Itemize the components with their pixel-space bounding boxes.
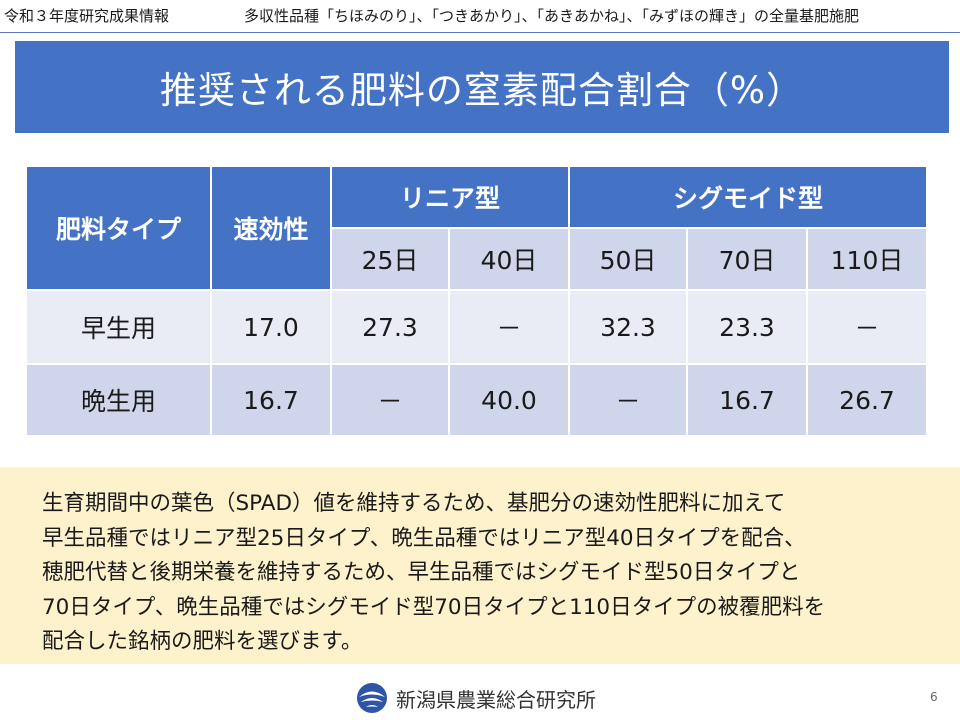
fertilizer-ratio-table: 肥料タイプ 速効性 リニア型 シグモイド型 25日 40日 50日 70日 11…: [25, 165, 929, 437]
row-label-early: 早生用: [25, 289, 212, 365]
header-fertilizer-type: 肥料タイプ: [25, 165, 212, 291]
subheader-40-days: 40日: [447, 227, 571, 291]
cell-value: －: [806, 289, 929, 365]
report-topic-label: 多収性品種「ちほみのり」、「つきあかり」、「あきあかね」、「みずほの輝き」の全量…: [244, 7, 860, 25]
cell-value: －: [330, 363, 450, 437]
note-line: 早生品種ではリニア型25日タイプ、晩生品種ではリニア型40日タイプを配合、: [42, 525, 806, 551]
subheader-25-days: 25日: [330, 227, 450, 291]
cell-value: －: [447, 289, 571, 365]
slide-header: 令和３年度研究成果情報 多収性品種「ちほみのり」、「つきあかり」、「あきあかね」…: [0, 0, 960, 33]
subheader-110-days: 110日: [806, 227, 929, 291]
cell-value: 27.3: [330, 289, 450, 365]
niigata-prefecture-emblem-icon: [357, 683, 387, 713]
header-group-linear: リニア型: [329, 165, 571, 229]
table-row: 早生用 17.0 27.3 － 32.3 23.3 －: [25, 289, 929, 365]
slide-title: 推奨される肥料の窒素配合割合（%）: [15, 41, 949, 133]
recommendation-note: 生育期間中の葉色（SPAD）値を維持するため、基肥分の速効性肥料に加えて 早生品…: [0, 467, 960, 664]
slide-title-text: 推奨される肥料の窒素配合割合（%）: [159, 69, 805, 112]
organization-name: 新潟県農業総合研究所: [396, 687, 596, 712]
cell-value: 16.7: [210, 363, 332, 437]
recommendation-text: 生育期間中の葉色（SPAD）値を維持するため、基肥分の速効性肥料に加えて 早生品…: [42, 487, 928, 660]
cell-value: 40.0: [447, 363, 571, 437]
cell-value: 16.7: [686, 363, 809, 437]
note-line: 配合した銘柄の肥料を選びます。: [42, 629, 363, 654]
note-line: 生育期間中の葉色（SPAD）値を維持するため、基肥分の速効性肥料に加えて: [42, 491, 786, 516]
cell-value: 17.0: [210, 289, 332, 365]
cell-value: 23.3: [686, 289, 809, 365]
header-group-sigmoid: シグモイド型: [568, 165, 929, 229]
header-quick-acting: 速効性: [210, 165, 332, 291]
cell-value: －: [568, 363, 689, 437]
page-number: 6: [930, 690, 938, 704]
row-label-late: 晩生用: [25, 363, 212, 437]
report-series-label: 令和３年度研究成果情報: [4, 7, 170, 25]
subheader-50-days: 50日: [568, 227, 689, 291]
cell-value: 32.3: [568, 289, 689, 365]
footer-organization: 新潟県農業総合研究所: [356, 680, 596, 716]
cell-value: 26.7: [806, 363, 929, 437]
table-row: 晩生用 16.7 － 40.0 － 16.7 26.7: [25, 363, 929, 437]
subheader-70-days: 70日: [686, 227, 809, 291]
note-line: 穂肥代替と後期栄養を維持するため、早生品種ではシグモイド型50日タイプと: [42, 560, 801, 585]
note-line: 70日タイプ、晩生品種ではシグモイド型70日タイプと110日タイプの被覆肥料を: [42, 594, 826, 620]
